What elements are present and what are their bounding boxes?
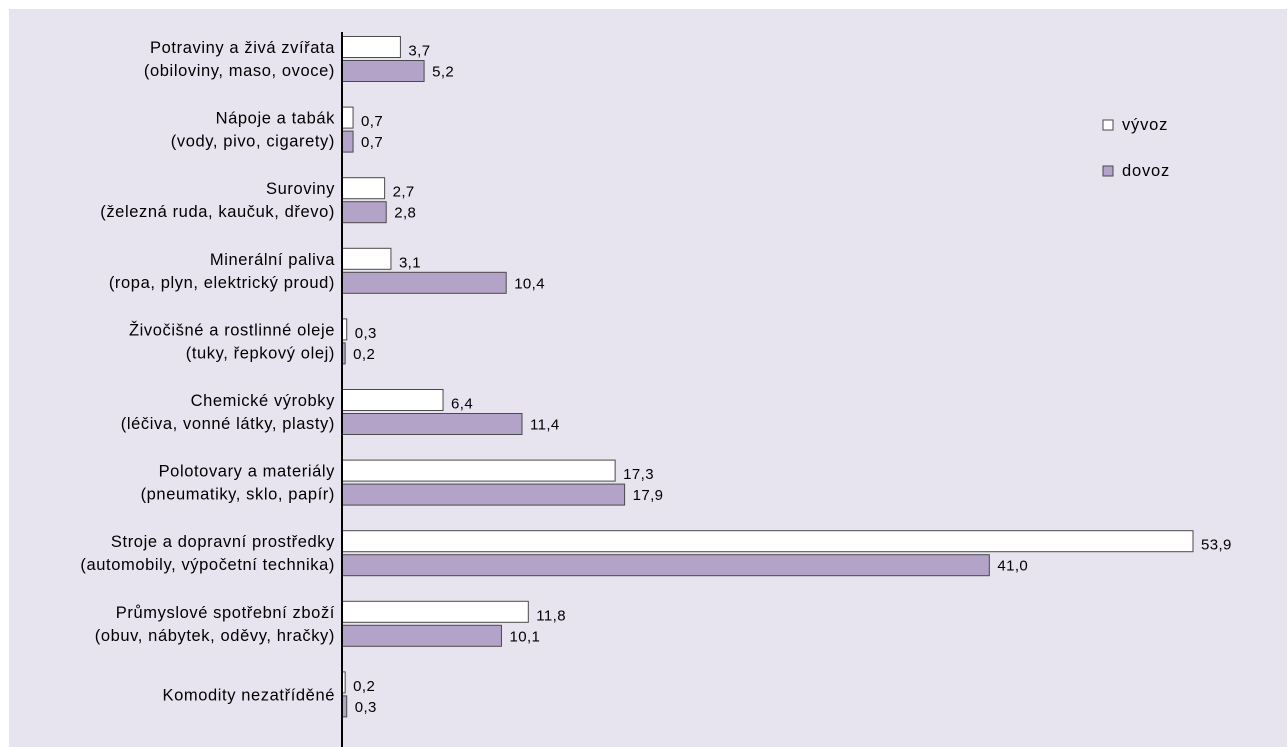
bar-chart: Potraviny a živá zvířata (obiloviny, maso…	[80, 32, 1232, 747]
category-label-1-line1: Potraviny a živá zvířata	[150, 39, 335, 57]
import-bar-7	[341, 483, 626, 506]
category-label-2-line2: (vody, pivo, cigarety)	[171, 133, 335, 151]
export-value-label-9: 11,8	[536, 607, 566, 624]
category-label-9-line1: Průmyslové spotřební zboží	[116, 604, 335, 622]
export-value-label-5: 0,3	[355, 325, 377, 342]
category-label-6-line1: Chemické výrobky	[191, 392, 336, 410]
import-value-label-9: 10,1	[509, 628, 540, 645]
export-bar-8	[341, 530, 1194, 553]
export-value-label-7: 17,3	[623, 466, 654, 483]
category-label-1-line2: (obiloviny, maso, ovoce)	[144, 62, 335, 80]
category-labels: Potraviny a živá zvířata (obiloviny, maso…	[80, 39, 336, 704]
import-value-label-1: 5,2	[432, 64, 454, 81]
import-bar-8	[341, 554, 990, 577]
import-bar-3	[341, 201, 387, 224]
export-value-label-10: 0,2	[353, 678, 375, 695]
import-value-label-10: 0,3	[355, 699, 377, 716]
legend: vývoz dovoz	[1102, 116, 1170, 180]
value-labels: 3,75,2 0,7 0,7 2,7 2,8 3,1 10,4 0,3 0,2 6,4 11,4 17…	[353, 43, 1232, 716]
import-value-label-3: 2,8	[394, 205, 416, 222]
export-bar-4	[341, 247, 392, 270]
category-label-5-line1: Živočišné a rostlinné oleje	[129, 320, 335, 339]
import-value-label-6: 11,4	[530, 417, 560, 434]
legend-label-import: dovoz	[1122, 162, 1170, 180]
import-value-label-2: 0,7	[361, 134, 383, 151]
import-bar-1	[341, 60, 425, 82]
category-label-2-line1: Nápoje a tabák	[216, 110, 336, 128]
export-bar-7	[341, 459, 616, 482]
legend-swatch-import	[1102, 165, 1114, 177]
export-value-label-6: 6,4	[451, 396, 473, 413]
export-value-label-4: 3,1	[399, 254, 421, 271]
export-value-label-2: 0,7	[361, 113, 383, 130]
category-label-3-line2: (železná ruda, kaučuk, dřevo)	[100, 203, 335, 221]
import-value-label-7: 17,9	[633, 487, 664, 504]
import-bar-6	[341, 413, 523, 435]
import-bar-9	[341, 624, 502, 647]
export-value-label-3: 2,7	[393, 184, 415, 201]
category-label-4-line2: (ropa, plyn, elektrický proud)	[109, 274, 335, 292]
import-value-label-8: 41,0	[997, 558, 1028, 575]
category-label-10: Komodity nezatříděné	[162, 686, 335, 704]
category-label-8-line2: (automobily, výpočetní technika)	[80, 556, 335, 574]
category-label-6-line2: (léčiva, vonné látky, plasty)	[121, 415, 335, 433]
bars-layer	[341, 36, 1194, 718]
category-label-7-line2: (pneumatiky, sklo, papír)	[141, 486, 335, 504]
legend-swatch-export	[1102, 119, 1114, 131]
category-label-3-line1: Suroviny	[266, 180, 335, 198]
category-label-4-line1: Minerální paliva	[210, 251, 335, 269]
legend-label-export: vývoz	[1122, 116, 1168, 134]
chart-area: Potraviny a živá zvířata (obiloviny, maso…	[9, 9, 1287, 747]
category-label-8-line1: Stroje a dopravní prostředky	[111, 533, 335, 551]
export-bar-3	[341, 177, 386, 200]
export-bar-2	[341, 106, 354, 129]
export-value-label-8: 53,9	[1201, 537, 1232, 554]
category-label-5-line2: (tuky, řepkový olej)	[186, 344, 335, 362]
import-bar-4	[341, 271, 507, 294]
category-label-9-line2: (obuv, nábytek, oděvy, hračky)	[95, 627, 335, 645]
export-bar-6	[341, 389, 444, 411]
import-value-label-5: 0,2	[353, 346, 375, 363]
export-bar-9	[341, 600, 529, 623]
import-value-label-4: 10,4	[514, 275, 545, 292]
export-value-label-1: 3,7	[408, 43, 430, 60]
import-bar-2	[341, 130, 354, 153]
category-label-7-line1: Polotovary a materiály	[159, 463, 336, 481]
export-bar-1	[341, 36, 401, 58]
